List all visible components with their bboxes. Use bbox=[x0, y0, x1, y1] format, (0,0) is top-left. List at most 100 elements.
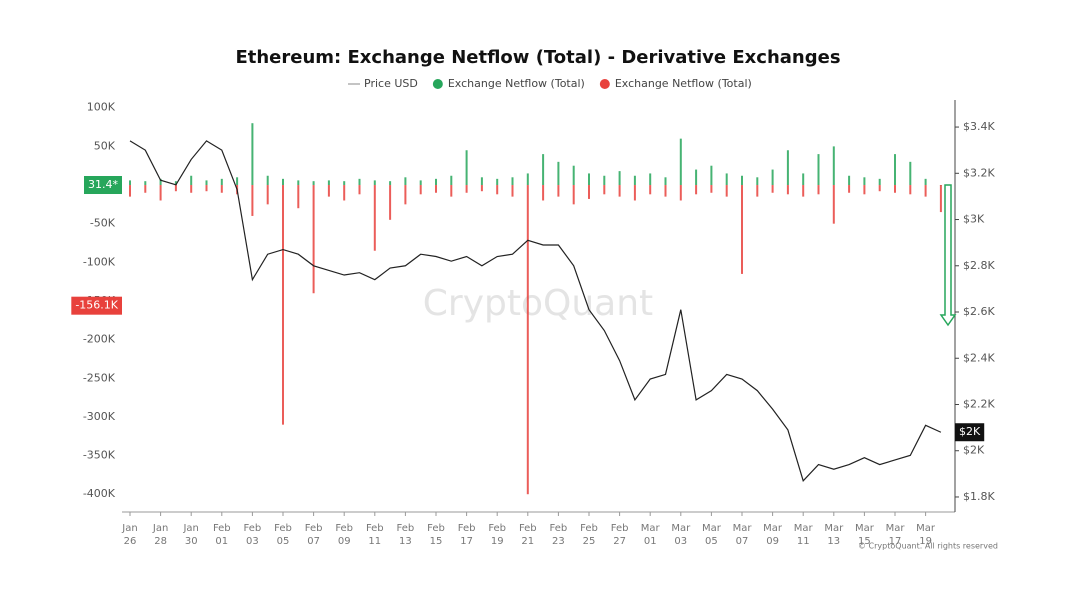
legend-label: Price USD bbox=[364, 77, 418, 90]
value-badge: -156.1K bbox=[71, 296, 122, 315]
legend-swatch bbox=[599, 79, 610, 89]
netflow-bar bbox=[741, 185, 743, 274]
netflow-bar bbox=[649, 173, 652, 186]
y-tick-label: -300K bbox=[83, 410, 116, 423]
netflow-bar bbox=[802, 173, 805, 186]
netflow-bar bbox=[144, 181, 147, 186]
netflow-bar bbox=[297, 180, 300, 186]
netflow-bar bbox=[894, 185, 896, 193]
netflow-bar bbox=[557, 161, 560, 186]
netflow-bar bbox=[435, 178, 437, 186]
netflow-bar bbox=[603, 185, 606, 195]
netflow-bar bbox=[205, 185, 208, 192]
netflow-bar bbox=[572, 185, 575, 205]
netflow-bar bbox=[832, 146, 835, 186]
y2-tick-label: $2K bbox=[963, 444, 985, 457]
netflow-bar bbox=[159, 185, 162, 201]
netflow-bar bbox=[924, 178, 927, 186]
netflow-bar bbox=[343, 185, 346, 201]
price-line bbox=[129, 140, 942, 482]
netflow-bar bbox=[190, 175, 193, 186]
netflow-bar bbox=[695, 169, 698, 186]
netflow-bar bbox=[526, 185, 529, 495]
netflow-bar bbox=[511, 177, 514, 186]
netflow-bar bbox=[358, 185, 361, 195]
netflow-bar bbox=[863, 185, 866, 195]
x-tick-label: Feb 03 bbox=[244, 523, 262, 547]
netflow-bar bbox=[664, 177, 667, 186]
netflow-bar bbox=[664, 185, 667, 197]
netflow-bar bbox=[480, 185, 483, 192]
y2-tick-label: $3.2K bbox=[963, 166, 995, 179]
netflow-bar bbox=[450, 175, 453, 186]
x-tick-label: Feb 09 bbox=[335, 523, 353, 547]
value-badge: 31.4* bbox=[84, 176, 122, 195]
netflow-bar bbox=[282, 178, 284, 186]
watermark: CryptoQuant bbox=[423, 283, 653, 324]
netflow-bar bbox=[863, 177, 866, 186]
x-tick-label: Mar 09 bbox=[763, 523, 783, 547]
x-tick-label: Mar 19 bbox=[916, 523, 936, 547]
x-tick-label: Feb 15 bbox=[427, 523, 445, 547]
netflow-bar bbox=[878, 185, 881, 192]
netflow-bar bbox=[572, 165, 575, 186]
netflow-bar bbox=[159, 178, 162, 186]
netflow-bar bbox=[450, 185, 453, 197]
netflow-bar bbox=[373, 185, 376, 251]
netflow-bar bbox=[618, 185, 621, 197]
netflow-bar bbox=[205, 180, 208, 186]
netflow-bar bbox=[480, 177, 483, 186]
netflow-bar bbox=[924, 185, 927, 197]
netflow-bar bbox=[802, 185, 805, 197]
netflow-bar bbox=[373, 180, 376, 186]
netflow-bar bbox=[236, 177, 239, 186]
x-tick-label: Mar 05 bbox=[702, 523, 722, 547]
x-tick-label: Mar 15 bbox=[855, 523, 875, 547]
x-tick-label: Jan 30 bbox=[182, 523, 198, 547]
x-tick-label: Feb 05 bbox=[274, 523, 292, 547]
y2-tick-label: $3K bbox=[963, 213, 985, 226]
netflow-bar bbox=[312, 185, 315, 294]
netflow-bar bbox=[848, 185, 851, 193]
y2-tick-label: $2.8K bbox=[963, 259, 995, 272]
netflow-bar bbox=[220, 178, 223, 186]
netflow-bar bbox=[174, 185, 177, 192]
netflow-bar bbox=[266, 185, 269, 205]
y-tick-label: 50K bbox=[94, 139, 116, 152]
netflow-bar bbox=[282, 185, 284, 425]
y-tick-label: -50K bbox=[90, 217, 116, 230]
y-tick-label: -350K bbox=[83, 449, 116, 462]
netflow-bar bbox=[725, 173, 728, 186]
legend-swatch bbox=[432, 79, 443, 89]
netflow-bar bbox=[756, 177, 759, 186]
x-tick-label: Mar 13 bbox=[824, 523, 844, 547]
netflow-bar bbox=[557, 185, 560, 197]
netflow-bar bbox=[832, 185, 835, 224]
netflow-bar bbox=[511, 185, 514, 197]
netflow-bar bbox=[542, 154, 545, 186]
netflow-bar bbox=[633, 185, 636, 201]
netflow-bar bbox=[174, 181, 177, 186]
x-tick-label: Feb 27 bbox=[611, 523, 629, 547]
y-tick-label: -100K bbox=[83, 255, 116, 268]
x-tick-label: Mar 17 bbox=[886, 523, 906, 547]
y2-tick-label: $2.2K bbox=[963, 397, 995, 410]
netflow-bar bbox=[404, 177, 407, 186]
netflow-bar bbox=[786, 150, 789, 186]
netflow-bar bbox=[435, 185, 437, 193]
y-tick-label: -200K bbox=[83, 333, 116, 346]
y2-tick-label: $3.4K bbox=[963, 120, 995, 133]
netflow-bar bbox=[542, 185, 545, 201]
netflow-bar bbox=[526, 173, 529, 186]
badge-label: -156.1K bbox=[75, 299, 118, 312]
badge-box bbox=[955, 423, 985, 442]
netflow-bar bbox=[419, 185, 422, 195]
x-tick-label: Feb 01 bbox=[213, 523, 231, 547]
netflow-bar bbox=[465, 150, 468, 186]
netflow-bar bbox=[786, 185, 789, 195]
netflow-bar bbox=[894, 154, 896, 186]
netflow-bar bbox=[129, 180, 131, 186]
netflow-bar bbox=[419, 180, 422, 186]
netflow-bar bbox=[251, 185, 254, 216]
